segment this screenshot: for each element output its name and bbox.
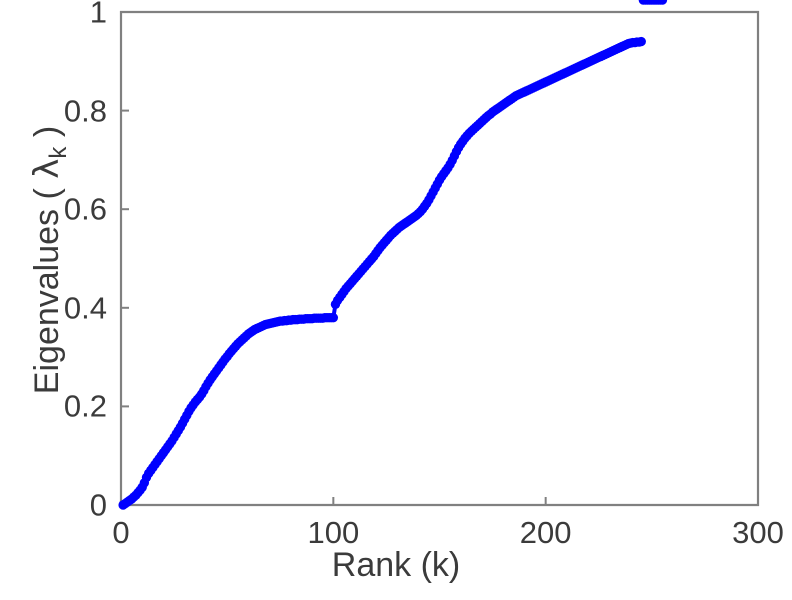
y-tick-label: 0.2 — [63, 388, 107, 424]
x-tick-label: 200 — [519, 515, 572, 550]
data-series-eigenvalues — [118, 0, 668, 510]
y-axis-tick-marks — [121, 11, 129, 506]
x-tick-label: 300 — [732, 515, 784, 550]
y-tick-label: 1 — [89, 0, 107, 30]
data-point-marker — [636, 36, 646, 47]
y-tick-label: 0.6 — [63, 191, 107, 227]
x-axis-tick-marks — [120, 497, 759, 505]
x-tick-label: 0 — [112, 515, 130, 550]
data-point-marker — [657, 0, 668, 5]
x-tick-label: 100 — [307, 515, 360, 550]
y-tick-label: 0.4 — [63, 290, 107, 326]
y-tick-label: 0.8 — [63, 93, 107, 129]
x-axis-label: Rank (k) — [331, 546, 461, 584]
axes-box — [119, 10, 760, 507]
data-point-markers — [118, 0, 668, 510]
data-point-marker — [328, 312, 339, 323]
y-tick-label: 0 — [89, 487, 107, 523]
